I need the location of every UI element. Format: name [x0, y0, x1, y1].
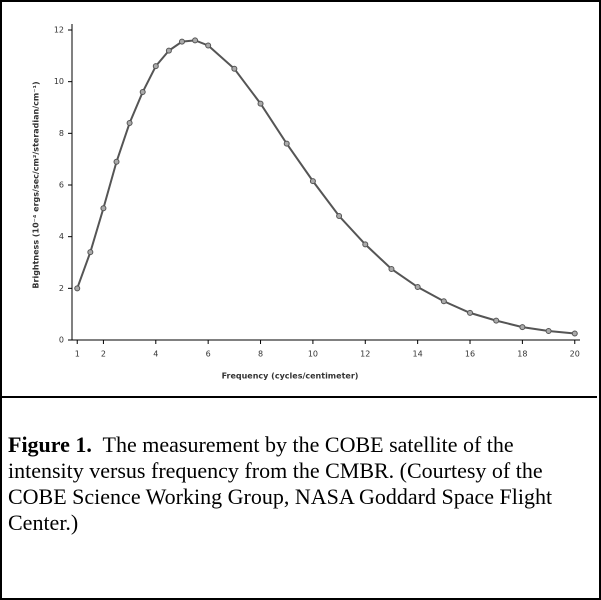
chart: Frequency (cycles/centimeter) Brightness…: [32, 24, 580, 381]
y-tick-label: 4: [59, 232, 64, 241]
data-point: [165, 47, 172, 54]
x-axis-label: Frequency (cycles/centimeter): [222, 372, 359, 381]
data-point: [192, 37, 199, 44]
data-point: [139, 89, 146, 95]
y-tick-label: 6: [59, 181, 64, 190]
data-point: [388, 265, 395, 272]
data-point: [336, 213, 343, 219]
data-point: [519, 324, 526, 331]
data-line: [76, 39, 575, 335]
x-tick-label: 10: [308, 350, 318, 359]
data-point: [283, 140, 290, 147]
data-point: [309, 178, 316, 185]
data-point: [571, 330, 578, 337]
caption-label: Figure 1.: [8, 432, 92, 457]
x-tick-label: 6: [206, 350, 211, 359]
separator: [0, 396, 597, 398]
data-point: [257, 100, 264, 107]
x-tick-label: 12: [360, 350, 370, 359]
x-tick-label: 4: [153, 350, 158, 359]
data-point: [414, 284, 421, 291]
x-tick-label: 20: [570, 350, 580, 359]
data-point: [231, 65, 238, 72]
y-tick-label: 8: [59, 129, 64, 138]
x-tick-label: 18: [517, 350, 527, 359]
caption-text: The measurement by the COBE satellite of…: [8, 432, 553, 535]
data-point: [205, 42, 212, 49]
x-tick-label: 1: [75, 350, 80, 359]
caption: Figure 1. The measurement by the COBE sa…: [8, 432, 588, 536]
data-point: [100, 205, 107, 212]
y-tick-label: 10: [54, 77, 64, 86]
x-tick-label: 14: [413, 350, 423, 359]
data-point: [545, 327, 552, 334]
data-point: [74, 285, 81, 292]
data-point: [493, 317, 500, 324]
data-point: [87, 249, 94, 256]
data-point: [440, 298, 447, 305]
x-tick-label: 16: [465, 350, 475, 359]
y-tick-label: 2: [59, 284, 64, 293]
data-point: [152, 63, 159, 70]
y-tick-label: 0: [59, 336, 64, 345]
data-point: [467, 309, 474, 316]
y-axis-label: Brightness (10⁻⁴ ergs/sec/cm²/steradian/…: [32, 81, 41, 288]
data-point: [362, 241, 369, 248]
data-point: [113, 158, 120, 165]
y-tick-label: 12: [54, 26, 64, 35]
x-tick-label: 2: [101, 350, 106, 359]
data-point: [126, 120, 133, 126]
x-tick-label: 8: [258, 350, 263, 359]
data-point: [178, 38, 185, 45]
